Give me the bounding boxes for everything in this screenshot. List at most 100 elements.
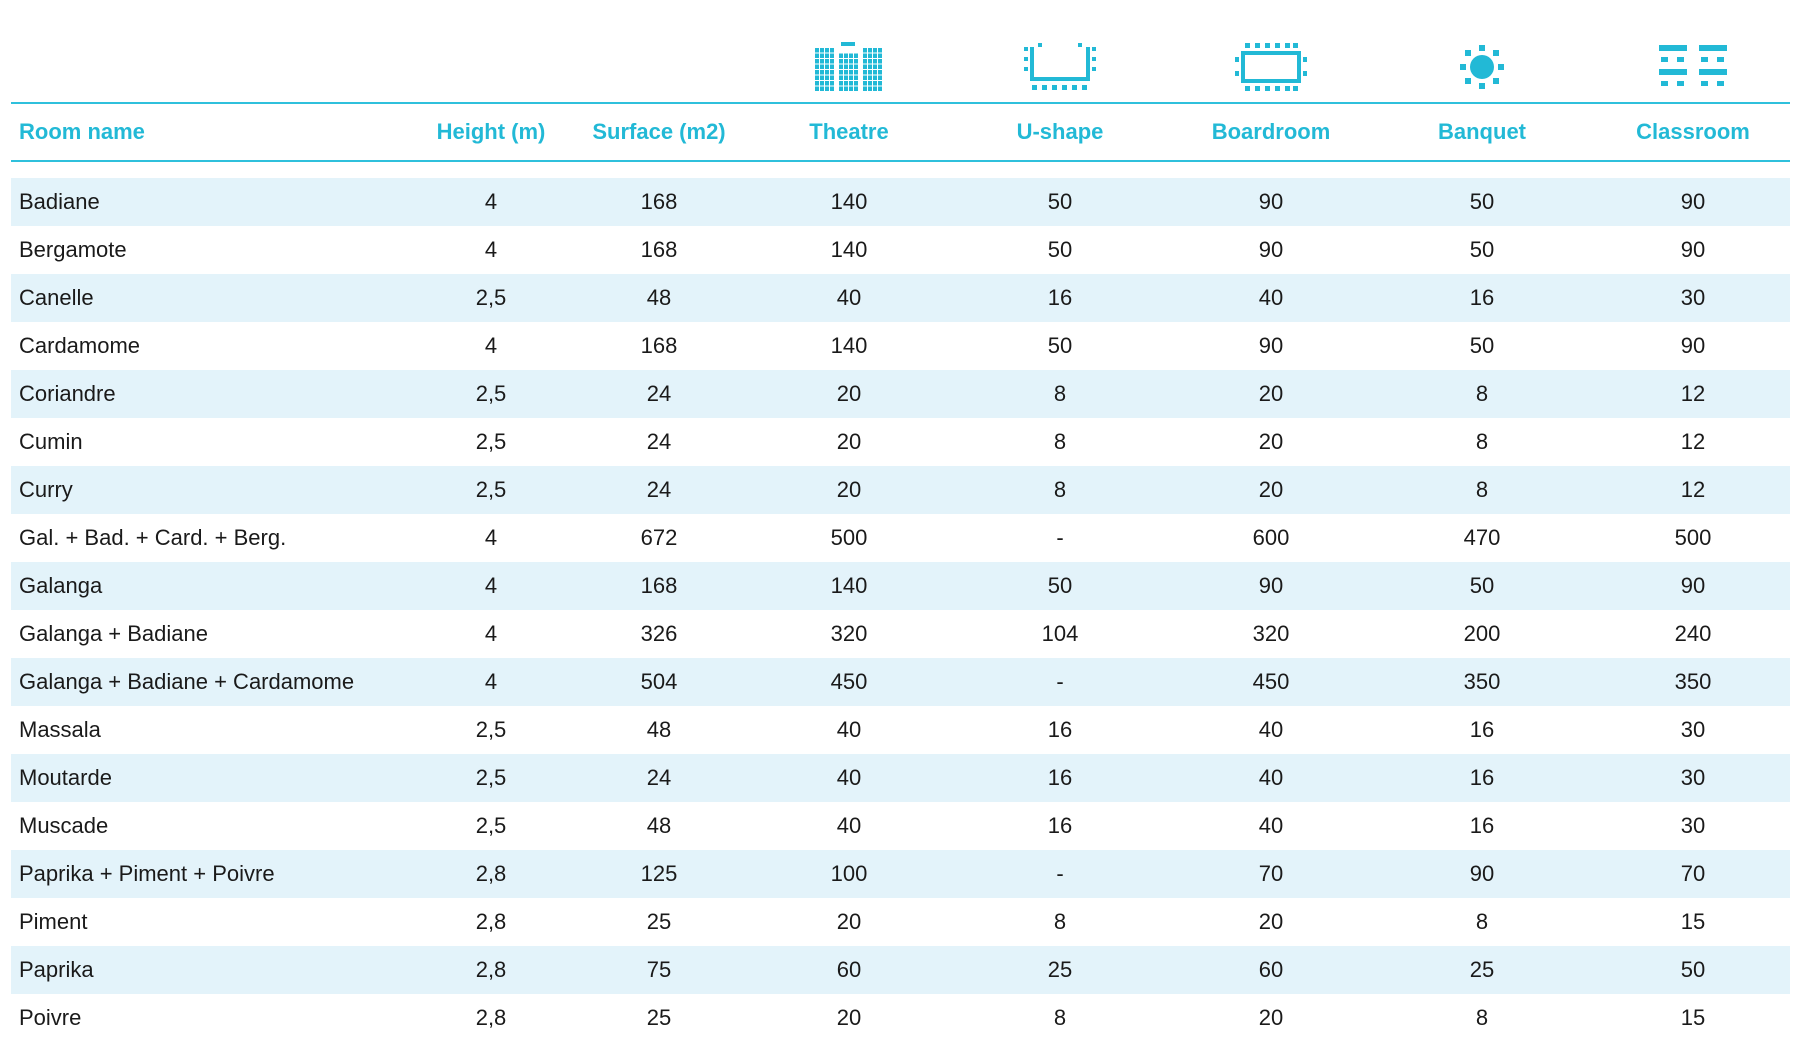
cell-u-shape: 8 <box>1053 381 1067 406</box>
cell-classroom: 15 <box>1680 909 1706 934</box>
cell-boardroom: 40 <box>1258 285 1284 310</box>
cell-classroom: 30 <box>1680 717 1706 742</box>
table-row: Galanga 4 168 140 50 90 50 90 <box>11 562 1790 610</box>
cell-surface: 125 <box>640 861 678 886</box>
cell-surface: 25 <box>646 1005 672 1030</box>
cell-room-name: Cardamome <box>19 333 141 358</box>
table-row: Piment 2,8 25 20 8 20 8 15 <box>11 898 1790 946</box>
cell-surface: 168 <box>640 189 678 214</box>
cell-boardroom: 600 <box>1252 525 1290 550</box>
u-shape-icon <box>1000 38 1120 96</box>
cell-room-name: Cumin <box>19 429 83 454</box>
cell-banquet: 50 <box>1469 573 1495 598</box>
cell-room-name: Badiane <box>19 189 100 214</box>
cell-u-shape: 8 <box>1053 429 1067 454</box>
cell-banquet: 8 <box>1475 477 1489 502</box>
cell-surface: 24 <box>646 765 672 790</box>
cell-surface: 24 <box>646 429 672 454</box>
cell-banquet: 25 <box>1469 957 1495 982</box>
header-room-name: Room name <box>19 119 145 144</box>
cell-theatre: 450 <box>830 669 868 694</box>
cell-theatre: 140 <box>830 237 868 262</box>
cell-banquet: 350 <box>1463 669 1501 694</box>
header-banquet: Banquet <box>1438 119 1526 144</box>
cell-boardroom: 40 <box>1258 717 1284 742</box>
cell-u-shape: 104 <box>1041 621 1079 646</box>
cell-banquet: 8 <box>1475 1005 1489 1030</box>
cell-surface: 326 <box>640 621 678 646</box>
cell-classroom: 30 <box>1680 765 1706 790</box>
cell-height: 2,8 <box>475 1005 507 1030</box>
cell-room-name: Muscade <box>19 813 109 838</box>
cell-height: 4 <box>484 621 498 646</box>
cell-classroom: 500 <box>1674 525 1712 550</box>
cell-theatre: 20 <box>836 429 862 454</box>
cell-u-shape: 25 <box>1047 957 1073 982</box>
table-row: Galanga + Badiane + Cardamome 4 504 450 - 450… <box>11 658 1790 706</box>
cell-theatre: 500 <box>830 525 868 550</box>
cell-u-shape: 16 <box>1047 285 1073 310</box>
cell-theatre: 40 <box>836 813 862 838</box>
banquet-icon <box>1422 38 1542 96</box>
cell-height: 4 <box>484 237 498 262</box>
cell-theatre: 140 <box>830 573 868 598</box>
header-surface: Surface (m2) <box>592 119 726 144</box>
cell-banquet: 50 <box>1469 333 1495 358</box>
cell-u-shape: - <box>1056 669 1064 694</box>
cell-height: 2,8 <box>475 909 507 934</box>
table-row: Massala 2,5 48 40 16 40 16 30 <box>11 706 1790 754</box>
cell-surface: 48 <box>646 717 672 742</box>
cell-classroom: 90 <box>1680 573 1706 598</box>
cell-height: 4 <box>484 189 498 214</box>
cell-boardroom: 90 <box>1258 573 1284 598</box>
table-header: Room name Height (m) Surface (m2) Theatr… <box>11 104 1790 160</box>
cell-u-shape: 16 <box>1047 765 1073 790</box>
cell-room-name: Canelle <box>19 285 94 310</box>
cell-height: 2,5 <box>475 477 507 502</box>
cell-theatre: 140 <box>830 333 868 358</box>
cell-u-shape: 50 <box>1047 189 1073 214</box>
cell-u-shape: 16 <box>1047 813 1073 838</box>
cell-u-shape: 16 <box>1047 717 1073 742</box>
cell-classroom: 350 <box>1674 669 1712 694</box>
cell-classroom: 240 <box>1674 621 1712 646</box>
cell-room-name: Galanga + Badiane <box>19 621 208 646</box>
table-body: Badiane 4 168 140 50 90 50 90 Bergamote 4 168 140 50… <box>11 178 1790 1042</box>
cell-banquet: 16 <box>1469 717 1495 742</box>
cell-boardroom: 20 <box>1258 1005 1284 1030</box>
cell-banquet: 16 <box>1469 813 1495 838</box>
cell-banquet: 200 <box>1463 621 1501 646</box>
table-row: Curry 2,5 24 20 8 20 8 12 <box>11 466 1790 514</box>
cell-theatre: 20 <box>836 381 862 406</box>
cell-height: 2,5 <box>475 285 507 310</box>
cell-theatre: 60 <box>836 957 862 982</box>
cell-theatre: 40 <box>836 285 862 310</box>
cell-boardroom: 60 <box>1258 957 1284 982</box>
header-top-rule <box>11 102 1790 104</box>
cell-banquet: 90 <box>1469 861 1495 886</box>
cell-classroom: 50 <box>1680 957 1706 982</box>
cell-height: 2,5 <box>475 429 507 454</box>
cell-room-name: Bergamote <box>19 237 127 262</box>
cell-room-name: Massala <box>19 717 101 742</box>
cell-height: 2,5 <box>475 813 507 838</box>
table-row: Canelle 2,5 48 40 16 40 16 30 <box>11 274 1790 322</box>
cell-room-name: Galanga + Badiane + Cardamome <box>19 669 355 694</box>
cell-classroom: 30 <box>1680 813 1706 838</box>
cell-banquet: 8 <box>1475 429 1489 454</box>
cell-surface: 672 <box>640 525 678 550</box>
cell-room-name: Piment <box>19 909 88 934</box>
header-theatre: Theatre <box>809 119 889 144</box>
boardroom-icon <box>1211 38 1331 96</box>
cell-classroom: 90 <box>1680 189 1706 214</box>
cell-surface: 504 <box>640 669 678 694</box>
cell-theatre: 140 <box>830 189 868 214</box>
header-classroom: Classroom <box>1636 119 1750 144</box>
cell-u-shape: 50 <box>1047 333 1073 358</box>
header-u-shape: U-shape <box>1016 119 1104 144</box>
cell-room-name: Moutarde <box>19 765 112 790</box>
cell-surface: 25 <box>646 909 672 934</box>
cell-theatre: 40 <box>836 765 862 790</box>
cell-surface: 48 <box>646 813 672 838</box>
table-row: Muscade 2,5 48 40 16 40 16 30 <box>11 802 1790 850</box>
